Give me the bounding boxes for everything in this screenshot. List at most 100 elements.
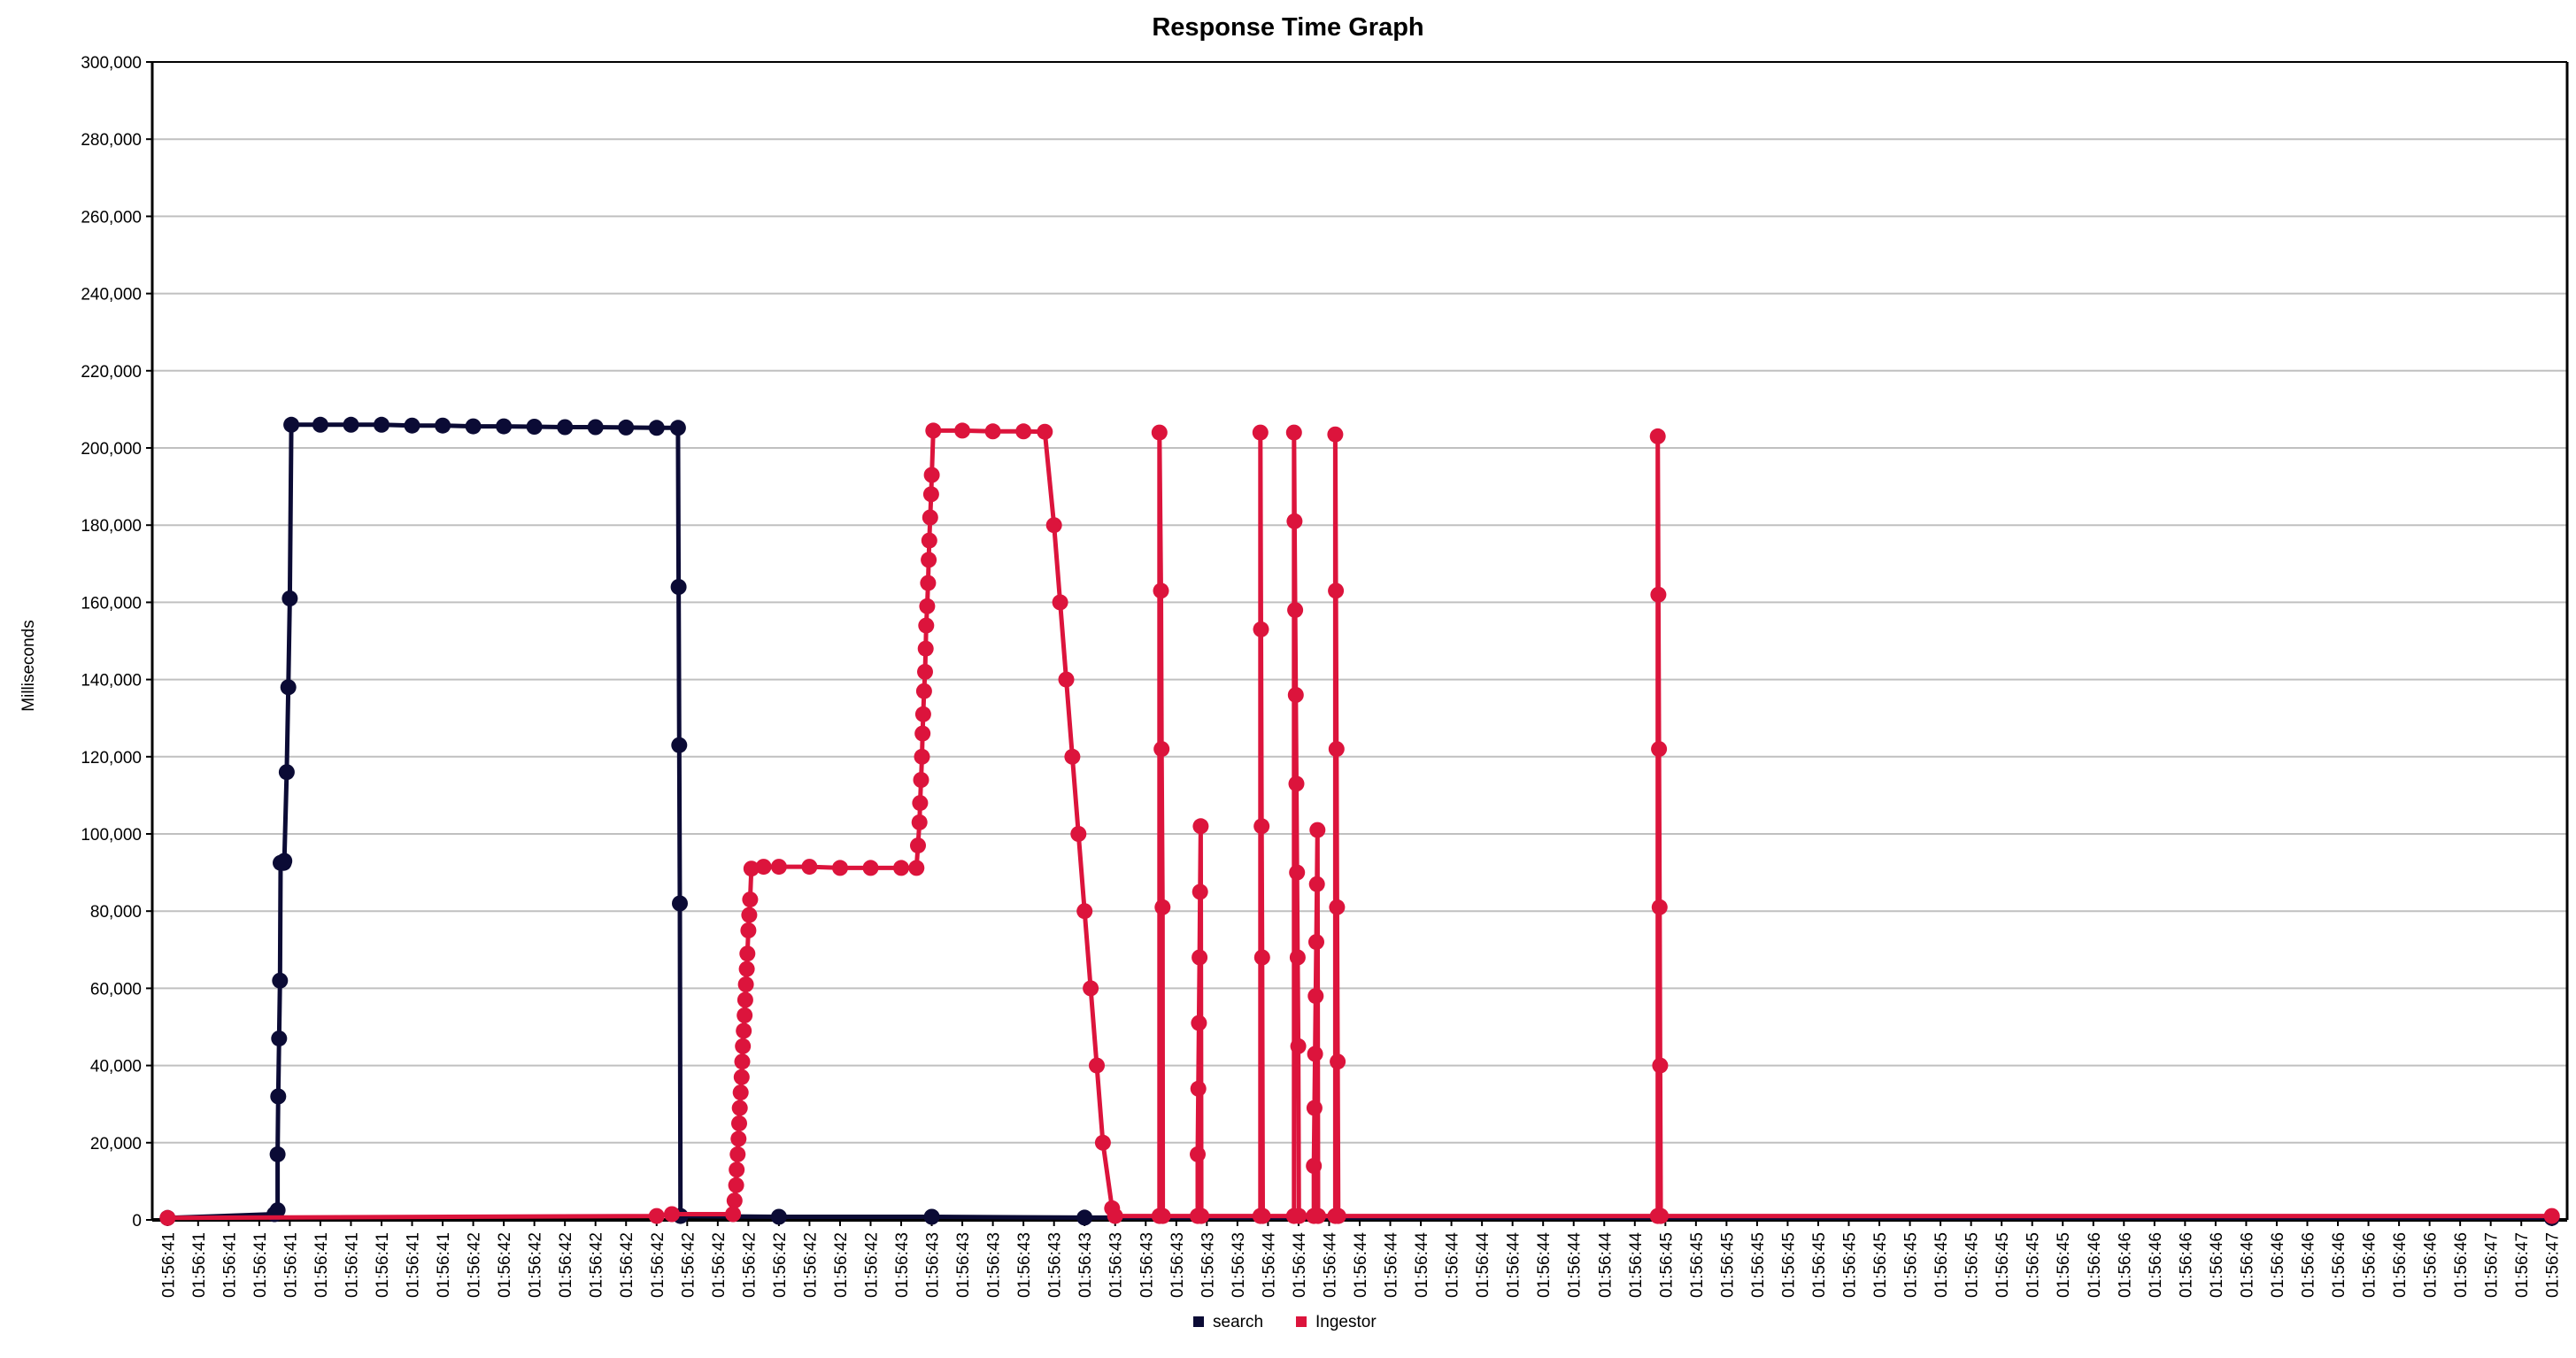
data-point — [755, 859, 772, 876]
data-point — [1288, 775, 1305, 792]
data-point — [1191, 1015, 1207, 1031]
x-tick-label: 01:56:46 — [2238, 1232, 2256, 1298]
data-point — [1151, 424, 1168, 441]
x-tick-label: 01:56:44 — [1505, 1232, 1523, 1298]
x-tick-label: 01:56:46 — [2330, 1232, 2348, 1298]
data-point — [832, 860, 848, 876]
data-point — [1310, 1208, 1326, 1224]
data-point — [921, 532, 937, 549]
data-point — [1107, 1208, 1123, 1224]
x-tick-label: 01:56:45 — [2025, 1232, 2043, 1298]
data-point — [1327, 426, 1344, 443]
data-point — [1192, 883, 1208, 900]
data-point — [921, 552, 937, 568]
x-tick-label: 01:56:41 — [251, 1232, 270, 1298]
data-point — [1192, 818, 1209, 835]
data-point — [954, 422, 971, 439]
data-point — [664, 1206, 680, 1223]
data-point — [272, 972, 289, 989]
x-tick-label: 01:56:42 — [801, 1232, 820, 1298]
data-point — [1287, 602, 1304, 619]
x-tick-label: 01:56:45 — [1657, 1232, 1676, 1298]
x-tick-label: 01:56:46 — [2147, 1232, 2165, 1298]
x-tick-label: 01:56:46 — [2391, 1232, 2410, 1298]
x-tick-label: 01:56:46 — [2299, 1232, 2318, 1298]
y-tick-label: 0 — [132, 1212, 142, 1231]
x-tick-label: 01:56:42 — [862, 1232, 881, 1298]
data-point — [1649, 428, 1666, 444]
x-tick-label: 01:56:42 — [496, 1232, 514, 1298]
data-point — [283, 416, 300, 433]
data-point — [280, 679, 297, 696]
data-point — [270, 1088, 287, 1105]
x-tick-label: 01:56:43 — [1138, 1232, 1156, 1298]
data-point — [1190, 1146, 1206, 1162]
y-tick-label: 280,000 — [81, 131, 142, 150]
legend-swatch-ingestor — [1296, 1316, 1307, 1327]
x-tick-label: 01:56:47 — [2513, 1232, 2532, 1298]
x-tick-label: 01:56:45 — [1841, 1232, 1860, 1298]
data-point — [1153, 583, 1169, 599]
data-point — [1254, 1208, 1271, 1224]
data-point — [1076, 1209, 1093, 1226]
data-point — [2543, 1208, 2560, 1224]
data-point — [671, 737, 688, 753]
data-point — [435, 417, 451, 434]
y-tick-label: 260,000 — [81, 208, 142, 227]
data-point — [1328, 741, 1345, 758]
y-tick-label: 300,000 — [81, 54, 142, 73]
data-point — [1330, 1053, 1346, 1070]
x-tick-label: 01:56:45 — [1718, 1232, 1737, 1298]
x-tick-label: 01:56:46 — [2177, 1232, 2195, 1298]
data-point — [770, 1208, 787, 1225]
x-tick-label: 01:56:45 — [1994, 1232, 2012, 1298]
x-tick-label: 01:56:42 — [557, 1232, 575, 1298]
data-point — [920, 575, 937, 591]
data-point — [1308, 934, 1324, 951]
x-tick-label: 01:56:43 — [1015, 1232, 1034, 1298]
data-point — [1653, 1208, 1670, 1224]
legend-label-search: search — [1213, 1313, 1263, 1331]
data-point — [1651, 741, 1668, 758]
x-tick-label: 01:56:41 — [220, 1232, 239, 1298]
data-point — [1329, 899, 1346, 915]
data-point — [917, 640, 934, 657]
legend-label-ingestor: Ingestor — [1315, 1313, 1377, 1331]
data-point — [1290, 1038, 1307, 1054]
data-point — [1094, 1134, 1111, 1151]
data-point — [922, 509, 938, 526]
x-tick-label: 01:56:43 — [1076, 1232, 1095, 1298]
data-point — [526, 419, 543, 435]
x-tick-label: 01:56:45 — [1963, 1232, 1982, 1298]
data-point — [1291, 1208, 1307, 1224]
data-point — [1045, 517, 1062, 534]
data-point — [725, 1206, 742, 1223]
y-tick-label: 20,000 — [90, 1135, 142, 1154]
x-tick-label: 01:56:46 — [2269, 1232, 2287, 1298]
data-point — [669, 420, 686, 436]
data-point — [1064, 748, 1081, 765]
x-tick-label: 01:56:43 — [1168, 1232, 1187, 1298]
data-point — [1190, 1080, 1207, 1097]
y-axis-label: Milliseconds — [19, 620, 38, 711]
data-point — [343, 416, 359, 433]
x-tick-label: 01:56:41 — [282, 1232, 300, 1298]
data-point — [1328, 583, 1345, 599]
x-tick-label: 01:56:46 — [2086, 1232, 2104, 1298]
x-tick-label: 01:56:45 — [1932, 1232, 1951, 1298]
x-tick-label: 01:56:43 — [954, 1232, 973, 1298]
x-tick-label: 01:56:42 — [740, 1232, 759, 1298]
x-tick-label: 01:56:44 — [1535, 1232, 1554, 1298]
data-point — [1309, 822, 1326, 838]
x-tick-label: 01:56:44 — [1383, 1232, 1401, 1298]
x-tick-label: 01:56:44 — [1352, 1232, 1370, 1298]
x-tick-label: 01:56:46 — [2422, 1232, 2441, 1298]
x-tick-label: 01:56:44 — [1291, 1232, 1309, 1298]
data-point — [557, 419, 574, 436]
data-point — [862, 860, 879, 876]
data-point — [1307, 1046, 1323, 1062]
data-point — [1052, 594, 1068, 611]
x-tick-label: 01:56:42 — [527, 1232, 545, 1298]
